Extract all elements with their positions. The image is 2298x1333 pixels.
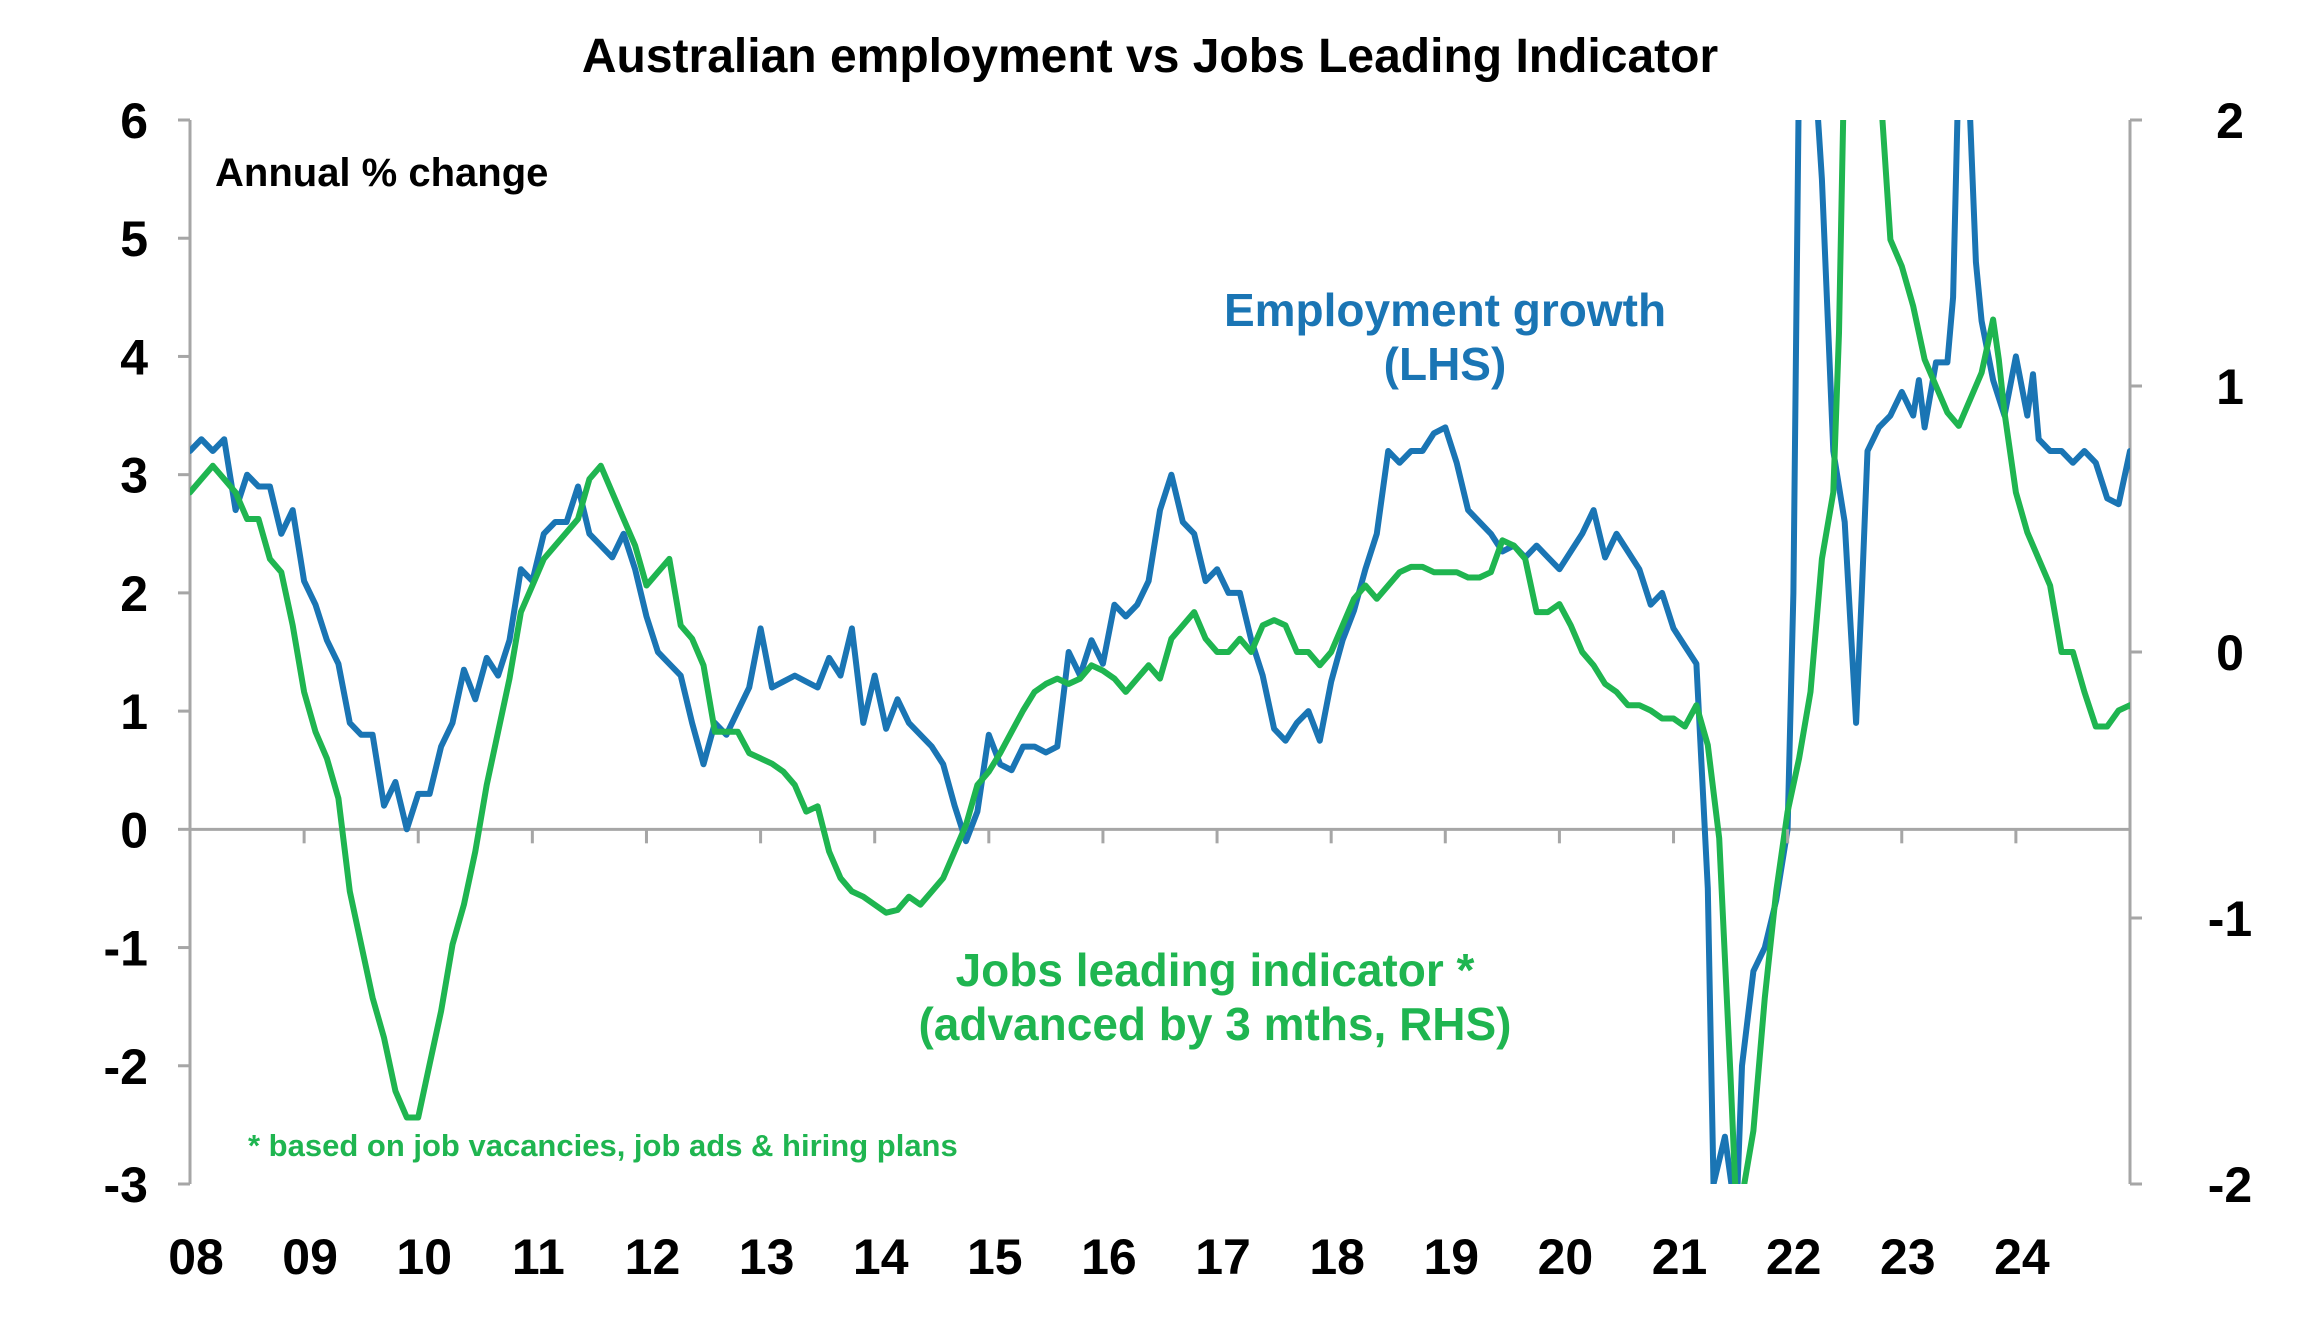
left-tick-label: 2 bbox=[120, 566, 148, 622]
right-tick-label: 2 bbox=[2216, 93, 2244, 149]
x-tick-label: 11 bbox=[512, 1229, 565, 1285]
chart-subtitle: Annual % change bbox=[215, 151, 548, 195]
x-tick-label: 21 bbox=[1652, 1229, 1708, 1285]
x-tick-label: 15 bbox=[967, 1229, 1023, 1285]
jobs-leading-indicator-label: (advanced by 3 mths, RHS) bbox=[918, 998, 1511, 1050]
x-tick-label: 23 bbox=[1880, 1229, 1936, 1285]
left-tick-label: 1 bbox=[120, 684, 148, 740]
left-tick-label: -2 bbox=[104, 1039, 148, 1095]
left-axis-ticks: 6 5 4 3 2 1 0 -1 -2 -3 bbox=[104, 93, 190, 1213]
jobs-leading-indicator-label: Jobs leading indicator * bbox=[956, 944, 1475, 996]
x-tick-label: 19 bbox=[1423, 1229, 1479, 1285]
chart-footnote: * based on job vacancies, job ads & hiri… bbox=[248, 1128, 958, 1163]
x-axis-ticks: 08 09 10 11 12 13 14 15 16 17 18 19 20 21 22 23 24 bbox=[168, 829, 2050, 1285]
x-tick-label: 20 bbox=[1538, 1229, 1594, 1285]
x-tick-label: 10 bbox=[396, 1229, 452, 1285]
employment-growth-line bbox=[190, 120, 2130, 1184]
left-tick-label: 3 bbox=[120, 448, 148, 504]
left-tick-label: 6 bbox=[120, 93, 148, 149]
x-tick-label: 13 bbox=[739, 1229, 795, 1285]
x-tick-label: 08 bbox=[168, 1229, 224, 1285]
right-axis-ticks: 2 1 0 -1 -2 bbox=[2130, 93, 2252, 1213]
right-tick-label: 0 bbox=[2216, 625, 2244, 681]
series-layer bbox=[190, 120, 2130, 1184]
x-tick-label: 18 bbox=[1309, 1229, 1365, 1285]
x-tick-label: 24 bbox=[1994, 1229, 2050, 1285]
series-labels: Employment growth(LHS) Jobs leading indic… bbox=[918, 284, 1666, 1050]
right-tick-label: -1 bbox=[2208, 891, 2252, 947]
x-tick-label: 16 bbox=[1081, 1229, 1137, 1285]
employment-growth-label: (LHS) bbox=[1384, 338, 1507, 390]
x-tick-label: 14 bbox=[853, 1229, 909, 1285]
left-tick-label: 4 bbox=[120, 329, 148, 385]
chart-title: Australian employment vs Jobs Leading In… bbox=[582, 30, 1718, 83]
employment-growth-label: Employment growth bbox=[1224, 284, 1666, 336]
left-tick-label: -1 bbox=[104, 921, 148, 977]
left-tick-label: -3 bbox=[104, 1157, 148, 1213]
jobs-leading-indicator-line bbox=[190, 120, 2130, 1184]
left-tick-label: 5 bbox=[120, 211, 148, 267]
right-tick-label: -2 bbox=[2208, 1157, 2252, 1213]
x-tick-label: 22 bbox=[1766, 1229, 1822, 1285]
x-tick-label: 17 bbox=[1195, 1229, 1251, 1285]
right-tick-label: 1 bbox=[2216, 359, 2244, 415]
x-tick-label: 12 bbox=[625, 1229, 681, 1285]
left-tick-label: 0 bbox=[120, 802, 148, 858]
x-tick-label: 09 bbox=[282, 1229, 338, 1285]
